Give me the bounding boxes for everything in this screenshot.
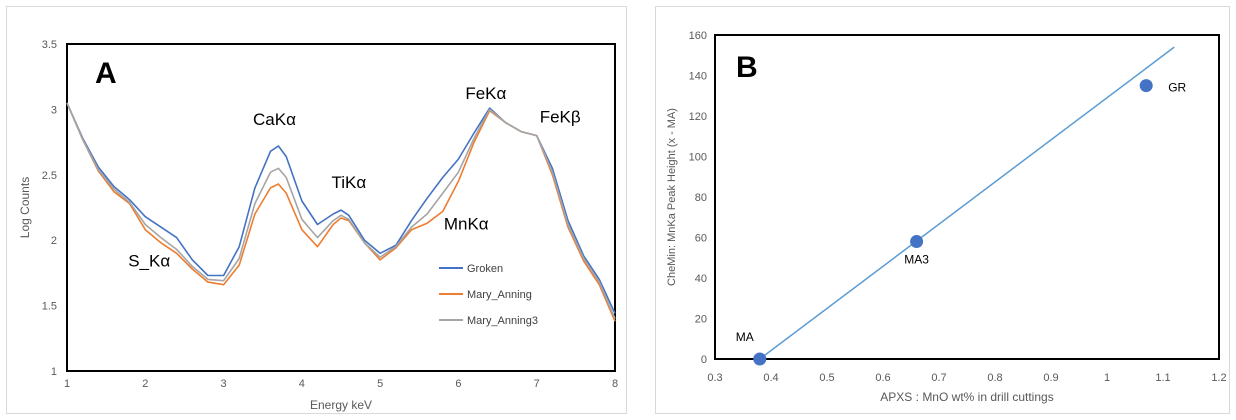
x-tick-label: 4 — [299, 378, 305, 390]
x-tick-label: 1.1 — [1155, 372, 1170, 384]
y-tick-label: 0 — [701, 354, 707, 366]
x-tick-label: 1.2 — [1211, 372, 1226, 384]
x-tick-label: 6 — [455, 378, 461, 390]
x-tick-label: 0.3 — [707, 372, 722, 384]
x-tick-label: 8 — [612, 378, 618, 390]
x-tick-label: 0.7 — [931, 372, 946, 384]
legend-entry: Mary_Anning — [467, 289, 532, 301]
x-tick-label: 1 — [64, 378, 70, 390]
y-tick-label: 1 — [51, 366, 57, 378]
point-label: MA3 — [904, 253, 929, 267]
y-tick-label: 120 — [689, 111, 707, 123]
series-line-mary-anning — [66, 102, 616, 322]
peak-annotation: CaKα — [253, 110, 296, 129]
y-tick-label: 3 — [51, 104, 57, 116]
peak-annotation: FeKβ — [540, 107, 581, 126]
x-tick-label: 2 — [142, 378, 148, 390]
series-line-mary-anning3 — [66, 102, 616, 320]
x-tick-label: 1 — [1104, 372, 1110, 384]
x-axis-label: APXS : MnO wt% in drill cuttings — [880, 390, 1053, 404]
y-tick-label: 100 — [689, 152, 707, 164]
y-tick-label: 160 — [689, 30, 707, 42]
chart-panel-a: 1 2 3 4 5 6 7 8 1 1.5 2 2.5 3 3.5 Energy keV Log Counts… — [6, 6, 627, 414]
y-tick-label: 2 — [51, 235, 57, 247]
peak-annotation: S_Kα — [128, 251, 170, 270]
y-axis-label: Log Counts — [18, 177, 32, 238]
peak-annotation: TiKα — [331, 173, 366, 192]
plot-frame — [66, 43, 616, 372]
legend-entry: Groken — [467, 263, 503, 275]
x-tick-label: 0.8 — [987, 372, 1002, 384]
trendline — [759, 46, 1175, 360]
plot-frame — [714, 34, 1220, 360]
x-tick-label: 3 — [221, 378, 227, 390]
y-tick-label: 20 — [695, 314, 707, 326]
peak-annotation: FeKα — [465, 84, 506, 103]
y-tick-label: 60 — [695, 233, 707, 245]
x-tick-label: 0.5 — [819, 372, 834, 384]
y-tick-label: 1.5 — [42, 301, 57, 313]
scatter-point-gr — [1139, 79, 1153, 93]
legend-entry: Mary_Anning3 — [467, 315, 538, 327]
x-axis-label: Energy keV — [310, 398, 372, 412]
point-label: MA — [736, 330, 754, 344]
point-label: GR — [1168, 81, 1186, 95]
y-tick-label: 2.5 — [42, 170, 57, 182]
y-tick-label: 40 — [695, 273, 707, 285]
panel-label: B — [736, 51, 758, 84]
y-tick-label: 140 — [689, 71, 707, 83]
x-tick-label: 0.9 — [1043, 372, 1058, 384]
y-tick-label: 80 — [695, 192, 707, 204]
y-tick-label: 3.5 — [42, 39, 57, 51]
x-tick-label: 5 — [377, 378, 383, 390]
mno-scatter-chart: 0.3 0.4 0.5 0.6 0.7 0.8 0.9 1 1.1 1.2 0 20 40 60 80 100… — [666, 30, 1227, 404]
chart-panel-b: 0.3 0.4 0.5 0.6 0.7 0.8 0.9 1 1.1 1.2 0 20 40 60 80 100… — [655, 6, 1230, 414]
scatter-point-ma — [753, 352, 767, 366]
x-tick-label: 0.6 — [875, 372, 890, 384]
y-axis-label: CheMin: MnKa Peak Height (x - MA) — [666, 108, 678, 286]
x-tick-label: 0.4 — [763, 372, 778, 384]
panel-label: A — [95, 57, 117, 90]
energy-spectrum-chart: 1 2 3 4 5 6 7 8 1 1.5 2 2.5 3 3.5 Energy keV Log Counts… — [18, 39, 618, 412]
scatter-point-ma3 — [910, 235, 924, 249]
x-tick-label: 7 — [534, 378, 540, 390]
peak-annotation: MnKα — [444, 215, 489, 234]
